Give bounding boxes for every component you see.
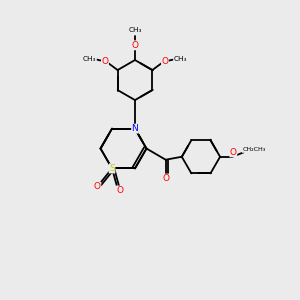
Text: CH₂CH₃: CH₂CH₃ (242, 148, 266, 152)
Text: N: N (132, 124, 138, 133)
Text: O: O (94, 182, 101, 191)
Text: S: S (109, 164, 115, 173)
Text: O: O (161, 57, 169, 66)
Text: CH₃: CH₃ (173, 56, 187, 62)
Text: O: O (116, 186, 123, 195)
Text: O: O (162, 174, 169, 183)
Text: CH₃: CH₃ (83, 56, 96, 62)
Text: O: O (230, 148, 237, 157)
Text: O: O (131, 41, 139, 50)
Text: O: O (101, 57, 109, 66)
Text: CH₃: CH₃ (128, 27, 142, 33)
